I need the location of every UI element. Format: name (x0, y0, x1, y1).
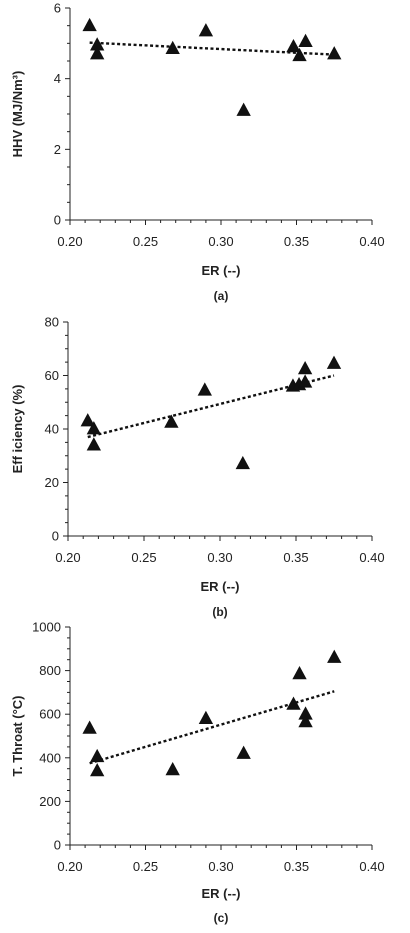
y-tick-label: 2 (54, 142, 61, 157)
data-point (165, 40, 180, 55)
x-tick-labels: 0.20 0.25 0.30 0.35 0.40 (57, 234, 384, 249)
x-tick-label: 0.35 (284, 859, 309, 874)
x-tick-label: 0.40 (359, 859, 384, 874)
x-tick-label: 0.25 (131, 550, 156, 565)
x-tick-labels: 0.20 0.25 0.30 0.35 0.40 (57, 859, 384, 874)
chart-panel-c: 0 200 400 600 800 1000 0.20 0.25 0.30 0.35 0.40 E… (10, 620, 385, 926)
data-point (235, 455, 250, 470)
data-point (197, 382, 212, 396)
data-point (90, 763, 105, 777)
y-tick-label: 800 (39, 663, 61, 678)
y-axis-title: T. Throat (°C) (10, 695, 25, 776)
panel-caption: (b) (212, 605, 227, 619)
y-tick-label: 0 (52, 529, 59, 544)
y-tick-label: 0 (54, 838, 61, 853)
y-tick-label: 80 (45, 315, 59, 330)
x-tick-label: 0.30 (207, 550, 232, 565)
y-tick-labels: 0 2 4 6 (54, 1, 61, 228)
x-tick-label: 0.30 (208, 859, 233, 874)
y-tick-label: 40 (45, 422, 59, 437)
y-tick-label: 6 (54, 1, 61, 16)
data-point (236, 102, 251, 116)
data-point (292, 666, 307, 680)
data-point (86, 437, 102, 451)
tick-marks (63, 321, 373, 541)
tick-marks (65, 7, 373, 225)
y-axis-title: HHV (MJ/Nm³) (10, 71, 25, 158)
data-point (82, 17, 97, 32)
panel-caption: (a) (214, 289, 229, 303)
data-point (236, 745, 251, 759)
data-points (82, 649, 342, 777)
x-tick-label: 0.25 (133, 234, 158, 249)
data-point (198, 710, 214, 724)
data-point (286, 696, 301, 710)
y-tick-label: 200 (39, 794, 61, 809)
data-point (297, 374, 313, 388)
data-point (326, 355, 342, 369)
data-points (82, 17, 342, 116)
y-tick-label: 0 (54, 213, 61, 228)
x-tick-label: 0.20 (57, 859, 82, 874)
x-tick-label: 0.40 (359, 550, 384, 565)
x-tick-label: 0.35 (283, 550, 308, 565)
x-axis-title: ER (--) (201, 579, 240, 594)
panel-caption: (c) (214, 911, 229, 925)
y-tick-labels: 0 20 40 60 80 (45, 315, 59, 544)
y-axis-title: Eff iciency (%) (10, 385, 25, 474)
x-tick-label: 0.20 (55, 550, 80, 565)
trendline-group (89, 690, 335, 765)
x-tick-label: 0.20 (57, 234, 82, 249)
data-point (80, 413, 95, 427)
y-tick-labels: 0 200 400 600 800 1000 (32, 620, 61, 853)
x-tick-label: 0.35 (284, 234, 309, 249)
data-point (292, 47, 307, 62)
data-point (298, 33, 313, 47)
data-points (80, 355, 342, 470)
y-tick-label: 1000 (32, 620, 61, 635)
y-tick-label: 20 (45, 475, 59, 490)
data-point (297, 360, 313, 375)
data-point (90, 46, 105, 60)
data-point (90, 748, 105, 763)
y-tick-label: 600 (39, 707, 61, 722)
x-tick-label: 0.40 (359, 234, 384, 249)
x-axis-title: ER (--) (202, 263, 241, 278)
data-point (198, 23, 214, 37)
chart-panel-b: 0 20 40 60 80 0.20 0.25 0.30 0.35 0.40 ER (--) E… (10, 315, 385, 620)
chart-panel-a: 0 2 4 6 0.20 0.25 0.30 0.35 0.40 ER (--) HHV (M… (10, 1, 385, 304)
data-point (82, 720, 97, 734)
data-point (165, 761, 180, 776)
x-tick-labels: 0.20 0.25 0.30 0.35 0.40 (55, 550, 384, 565)
data-point (164, 414, 179, 428)
x-axis-title: ER (--) (202, 886, 241, 901)
data-point (298, 713, 313, 728)
y-tick-label: 400 (39, 750, 61, 765)
trendline (89, 690, 335, 765)
y-tick-label: 4 (54, 71, 61, 86)
y-tick-label: 60 (45, 368, 59, 383)
data-point (327, 649, 342, 663)
trendline (89, 41, 335, 56)
x-tick-label: 0.30 (208, 234, 233, 249)
data-point (86, 421, 102, 435)
data-point (286, 39, 301, 53)
tick-marks (65, 626, 373, 850)
x-tick-label: 0.25 (133, 859, 158, 874)
data-point (327, 46, 342, 60)
trendline-group (89, 41, 335, 56)
